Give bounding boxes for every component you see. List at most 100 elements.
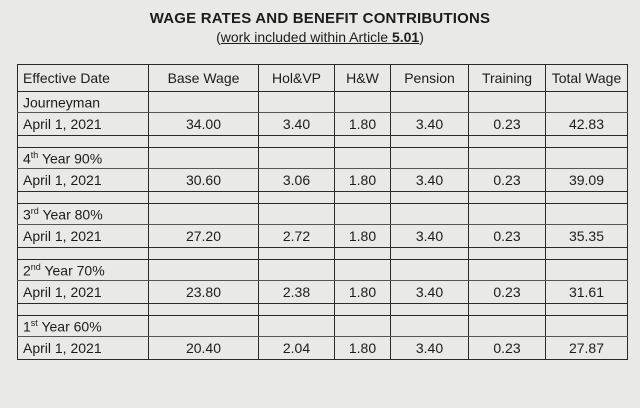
empty-cell — [148, 203, 259, 225]
group-label-row: 4th Year 90% — [17, 147, 628, 169]
subtitle-close: ) — [419, 29, 424, 45]
hol-vp-cell: 2.38 — [258, 280, 335, 304]
spacer-cell — [390, 191, 469, 204]
spacer-cell — [390, 303, 469, 316]
page-title: WAGE RATES AND BENEFIT CONTRIBUTIONS — [149, 10, 491, 27]
hw-cell: 1.80 — [334, 224, 391, 248]
effective-date-cell: April 1, 2021 — [17, 280, 149, 304]
group-label: 2nd Year 70% — [17, 259, 149, 281]
base-wage-cell: 27.20 — [148, 224, 259, 248]
total-wage-cell: 27.87 — [545, 336, 628, 360]
spacer-cell — [17, 191, 149, 204]
spacer-cell — [468, 247, 546, 260]
empty-cell — [258, 91, 335, 113]
spacer-cell — [390, 247, 469, 260]
hol-vp-cell: 2.72 — [258, 224, 335, 248]
col-hw: H&W — [334, 64, 391, 92]
hw-cell: 1.80 — [334, 168, 391, 192]
empty-cell — [148, 91, 259, 113]
spacer-cell — [545, 191, 628, 204]
table-spacer-row — [17, 191, 628, 204]
table-spacer-row — [17, 303, 628, 316]
empty-cell — [390, 315, 469, 337]
table-row: April 1, 2021 27.20 2.72 1.80 3.40 0.23 35.35 — [17, 224, 628, 248]
group-label-row: 1st Year 60% — [17, 315, 628, 337]
total-wage-cell: 31.61 — [545, 280, 628, 304]
subtitle-open: ( — [216, 29, 221, 45]
spacer-cell — [545, 303, 628, 316]
empty-cell — [468, 147, 546, 169]
empty-cell — [390, 147, 469, 169]
pension-cell: 3.40 — [390, 280, 469, 304]
hw-cell: 1.80 — [334, 336, 391, 360]
base-wage-cell: 20.40 — [148, 336, 259, 360]
training-cell: 0.23 — [468, 112, 546, 136]
total-wage-cell: 39.09 — [545, 168, 628, 192]
group-label-text: 1 — [23, 318, 31, 335]
spacer-cell — [258, 191, 335, 204]
group-label: 3rd Year 80% — [17, 203, 149, 225]
empty-cell — [258, 259, 335, 281]
empty-cell — [545, 91, 628, 113]
group-label-ordinal: nd — [30, 261, 41, 272]
spacer-cell — [468, 135, 546, 148]
group-label-suffix: Year 70% — [40, 262, 105, 279]
empty-cell — [334, 147, 391, 169]
spacer-cell — [17, 135, 149, 148]
effective-date-cell: April 1, 2021 — [17, 168, 149, 192]
spacer-cell — [17, 303, 149, 316]
empty-cell — [334, 259, 391, 281]
table-body: Journeyman April 1, 2021 34.00 3.40 1.80 3.40… — [17, 91, 628, 360]
spacer-cell — [148, 135, 259, 148]
base-wage-cell: 23.80 — [148, 280, 259, 304]
empty-cell — [390, 91, 469, 113]
empty-cell — [258, 147, 335, 169]
base-wage-cell: 34.00 — [148, 112, 259, 136]
col-pension: Pension — [390, 64, 469, 92]
col-hol-vp: Hol&VP — [258, 64, 335, 92]
empty-cell — [148, 315, 259, 337]
group-label: Journeyman — [17, 91, 149, 113]
hol-vp-cell: 2.04 — [258, 336, 335, 360]
empty-cell — [390, 203, 469, 225]
pension-cell: 3.40 — [390, 224, 469, 248]
spacer-cell — [17, 247, 149, 260]
spacer-cell — [334, 135, 391, 148]
group-label-text: 3 — [23, 206, 31, 223]
spacer-cell — [468, 191, 546, 204]
group-label-row: Journeyman — [17, 91, 628, 113]
training-cell: 0.23 — [468, 168, 546, 192]
empty-cell — [545, 147, 628, 169]
total-wage-cell: 35.35 — [545, 224, 628, 248]
empty-cell — [468, 259, 546, 281]
training-cell: 0.23 — [468, 224, 546, 248]
empty-cell — [148, 147, 259, 169]
spacer-cell — [148, 247, 259, 260]
table-spacer-row — [17, 135, 628, 148]
group-label-suffix: Year 60% — [37, 318, 102, 335]
effective-date-cell: April 1, 2021 — [17, 224, 149, 248]
spacer-cell — [334, 191, 391, 204]
spacer-cell — [334, 303, 391, 316]
group-label-row: 2nd Year 70% — [17, 259, 628, 281]
empty-cell — [148, 259, 259, 281]
group-label: 1st Year 60% — [17, 315, 149, 337]
group-label-ordinal: th — [30, 149, 39, 160]
group-label-text: Journeyman — [23, 94, 101, 111]
spacer-cell — [258, 135, 335, 148]
group-label-suffix: Year 80% — [38, 206, 103, 223]
total-wage-cell: 42.83 — [545, 112, 628, 136]
group-label-row: 3rd Year 80% — [17, 203, 628, 225]
spacer-cell — [148, 191, 259, 204]
empty-cell — [334, 203, 391, 225]
group-label-text: 4 — [23, 150, 31, 167]
spacer-cell — [258, 303, 335, 316]
group-label-text: 2 — [23, 262, 31, 279]
pension-cell: 3.40 — [390, 336, 469, 360]
col-total-wage: Total Wage — [545, 64, 628, 92]
group-label: 4th Year 90% — [17, 147, 149, 169]
empty-cell — [468, 91, 546, 113]
subtitle-text: work included within Article 5.01 — [220, 29, 420, 45]
col-training: Training — [468, 64, 546, 92]
training-cell: 0.23 — [468, 336, 546, 360]
